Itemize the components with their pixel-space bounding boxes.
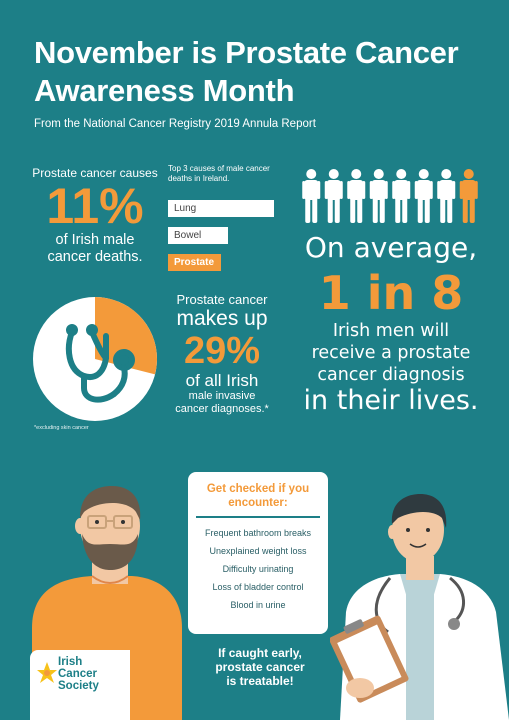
symptoms-heading-2: encounter: — [228, 497, 288, 509]
bar-prostate-label: Prostate — [174, 257, 215, 268]
symptoms-divider — [196, 516, 320, 518]
invasive-line2: makes up — [176, 307, 268, 330]
average-line5: in their lives. — [303, 385, 479, 416]
deaths-stat-intro: Prostate cancer causes — [32, 166, 158, 180]
symptom-item: Blood in urine — [230, 599, 286, 610]
treatable-line1: If caught early, — [218, 646, 302, 660]
treatable-line2: prostate cancer — [215, 660, 305, 674]
stethoscope-icon — [65, 324, 135, 403]
deaths-stat: Prostate cancer causes 11% of Irish male… — [30, 166, 160, 266]
daffodil-logo-icon — [37, 662, 57, 683]
pie-slice-prostate — [95, 297, 157, 375]
person-icon — [324, 169, 343, 223]
footnote: *excluding skin cancer — [34, 425, 89, 431]
invasive-line5: cancer diagnoses.* — [175, 403, 269, 415]
person-icon — [302, 169, 321, 223]
average-line3: receive a prostate — [311, 343, 471, 363]
doctor-illustration — [330, 494, 509, 720]
average-stat: On average, 1 in 8 Irish men will receiv… — [296, 232, 486, 416]
symptom-item: Loss of bladder control — [212, 581, 304, 592]
person-icon — [437, 169, 456, 223]
symptom-item: Difficulty urinating — [222, 563, 294, 574]
subtitle: From the National Cancer Registry 2019 A… — [34, 118, 316, 130]
logo-line2: Cancer — [58, 668, 97, 680]
top3-heading: Top 3 causes of male cancer deaths in Ir… — [168, 164, 270, 183]
average-line2: Irish men will — [332, 321, 450, 341]
invasive-line1: Prostate cancer — [176, 292, 268, 307]
person-icon — [369, 169, 388, 223]
logo-line3: Society — [58, 680, 99, 692]
bar-lung: Lung — [168, 200, 274, 217]
bar-bowel-label: Bowel — [174, 230, 202, 241]
treatable-line3: is treatable! — [226, 674, 294, 688]
invasive-stat: Prostate cancer makes up 29% of all Iris… — [162, 292, 282, 416]
invasive-percent: 29% — [183, 330, 261, 372]
invasive-line4: male invasive — [188, 390, 256, 402]
deaths-stat-line3: cancer deaths. — [47, 249, 143, 265]
person-icon — [347, 169, 366, 223]
symptom-item: Frequent bathroom breaks — [204, 527, 312, 538]
bar-bowel: Bowel — [168, 227, 228, 244]
top3-causes: Top 3 causes of male cancer deaths in Ir… — [168, 164, 288, 271]
average-intro: On average, — [304, 231, 478, 264]
pie-stethoscope — [33, 297, 157, 421]
bar-lung-label: Lung — [174, 203, 197, 214]
symptom-item: Unexplained weight loss — [209, 545, 307, 556]
symptoms-card: Get checked if you encounter: Frequent b… — [188, 472, 328, 634]
treatable-message: If caught early, prostate cancer is trea… — [196, 646, 324, 688]
invasive-line3: of all Irish — [185, 371, 259, 390]
person-icon — [414, 169, 433, 223]
deaths-stat-percent: 11% — [46, 178, 144, 234]
deaths-stat-line2: of Irish male — [55, 232, 135, 248]
people-row — [302, 169, 478, 223]
average-line4: cancer diagnosis — [317, 365, 465, 385]
average-ratio: 1 in 8 — [318, 266, 464, 320]
person-icon — [459, 169, 478, 223]
page-title: November is Prostate Cancer Awareness Mo… — [34, 35, 459, 108]
symptoms-heading-1: Get checked if you — [206, 483, 310, 495]
irish-cancer-society-logo: Irish Cancer Society — [30, 650, 130, 720]
person-icon — [392, 169, 411, 223]
logo-line1: Irish — [58, 656, 83, 668]
bar-prostate: Prostate — [168, 254, 221, 271]
